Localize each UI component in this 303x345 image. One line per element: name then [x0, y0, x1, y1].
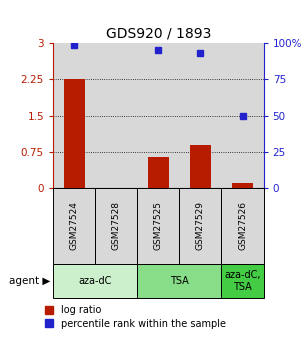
Bar: [137, 188, 179, 264]
Bar: [179, 188, 221, 264]
Text: TSA: TSA: [170, 276, 189, 286]
Bar: [221, 188, 264, 264]
Title: GDS920 / 1893: GDS920 / 1893: [106, 27, 211, 41]
Bar: [232, 183, 253, 188]
Text: GSM27526: GSM27526: [238, 201, 247, 250]
Bar: [221, 264, 264, 298]
Text: agent ▶: agent ▶: [8, 276, 50, 286]
Text: aza-dC: aza-dC: [78, 276, 112, 286]
Bar: [95, 188, 137, 264]
Text: aza-dC,
TSA: aza-dC, TSA: [224, 270, 261, 292]
Text: GSM27524: GSM27524: [70, 201, 78, 250]
Bar: [53, 188, 95, 264]
Legend: log ratio, percentile rank within the sample: log ratio, percentile rank within the sa…: [43, 303, 228, 331]
Bar: [64, 79, 85, 188]
Bar: [148, 157, 169, 188]
Bar: [53, 264, 137, 298]
Text: GSM27528: GSM27528: [112, 201, 121, 250]
Bar: [190, 145, 211, 188]
Bar: [137, 264, 221, 298]
Text: GSM27525: GSM27525: [154, 201, 163, 250]
Text: GSM27529: GSM27529: [196, 201, 205, 250]
